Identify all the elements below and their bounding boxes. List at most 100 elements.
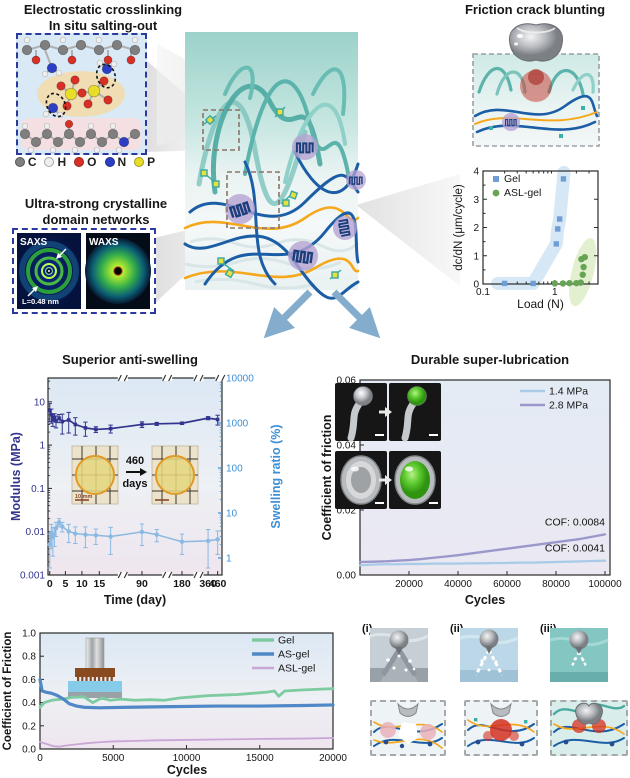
svg-text:COF: 0.0041: COF: 0.0041	[545, 543, 605, 555]
svg-text:Gel: Gel	[504, 173, 520, 185]
network-zoom-gel	[370, 700, 446, 756]
svg-text:days: days	[122, 478, 147, 490]
ball-stick-molecule-illustration	[19, 36, 142, 154]
svg-text:3: 3	[473, 195, 479, 206]
svg-text:Modulus (MPa): Modulus (MPa)	[9, 432, 23, 521]
title-line-1: Ultra-strong crystalline	[24, 196, 168, 211]
svg-text:0.8: 0.8	[22, 652, 36, 663]
indenter-icon	[575, 702, 603, 725]
svg-text:15000: 15000	[246, 753, 274, 764]
atom-label: H	[57, 155, 67, 169]
indenter-ball-icon	[479, 629, 499, 649]
friction-cycles-chart: 0.0 0.2 0.4 0.6 0.8 1.0 0 5000 10000 15000 20000 Ge…	[2, 629, 347, 778]
svg-text:360: 360	[199, 578, 217, 590]
svg-text:Load (N): Load (N)	[517, 297, 564, 311]
crack-stress-zone	[520, 70, 552, 102]
svg-text:90: 90	[136, 578, 148, 590]
title-line-2: domain networks	[42, 211, 150, 227]
svg-text:1: 1	[39, 441, 45, 452]
wear-debris	[573, 657, 585, 662]
svg-text:Cycles: Cycles	[465, 593, 505, 607]
svg-text:460: 460	[209, 578, 227, 590]
teal-brush-chains	[196, 65, 352, 206]
carbon-atom-icon	[14, 157, 25, 167]
title-line-1: Durable super-lubrication	[410, 352, 570, 367]
svg-text:Time (day): Time (day)	[104, 593, 166, 607]
waxs-pattern: WAXS	[85, 233, 151, 309]
svg-text:0.06: 0.06	[337, 376, 357, 387]
indentation-image-as-gel	[459, 628, 519, 682]
svg-text:0.2: 0.2	[22, 721, 36, 732]
svg-text:1.0: 1.0	[22, 629, 36, 640]
svg-text:0.6: 0.6	[22, 675, 36, 686]
title-line-1: Superior anti-swelling	[62, 352, 198, 367]
svg-text:460: 460	[126, 455, 144, 467]
svg-text:ASL-gel: ASL-gel	[504, 187, 541, 199]
svg-text:1: 1	[226, 554, 232, 565]
panel-title-electrostatic: Electrostatic crosslinking In situ salti…	[8, 2, 198, 33]
waxs-label: WAXS	[89, 237, 119, 248]
network-zoom-illustration	[552, 702, 626, 747]
panel-title-crystalline: Ultra-strong crystalline domain networks	[0, 196, 192, 227]
salt-crosslinkers	[200, 106, 342, 280]
svg-text:0.0: 0.0	[22, 745, 36, 756]
molecular-model-box	[16, 33, 147, 155]
indenter-ball-icon	[569, 630, 589, 650]
svg-text:0: 0	[47, 578, 53, 590]
svg-text:5000: 5000	[102, 753, 125, 764]
oxygen-atom-icon	[74, 157, 85, 167]
ring-arrows-icon	[27, 248, 67, 297]
svg-text:80000: 80000	[542, 579, 570, 590]
svg-text:0.01: 0.01	[26, 527, 46, 538]
indenter-icon	[509, 23, 563, 62]
legend-item-O: O	[74, 155, 97, 169]
svg-text:Gel: Gel	[278, 635, 294, 647]
svg-text:0.1: 0.1	[31, 484, 45, 495]
arrow-down-left-icon	[263, 289, 313, 339]
saxs-annotation: L=0.48 nm	[22, 297, 59, 306]
svg-text:AS-gel: AS-gel	[278, 649, 310, 661]
wear-debris	[386, 654, 416, 672]
svg-text:60000: 60000	[493, 579, 521, 590]
svg-text:10: 10	[76, 578, 88, 590]
svg-text:0: 0	[473, 280, 479, 291]
atom-label: C	[27, 155, 37, 169]
svg-text:4: 4	[473, 167, 479, 178]
svg-text:180: 180	[173, 578, 191, 590]
svg-text:5: 5	[62, 578, 68, 590]
title-line-1: Electrostatic crosslinking	[23, 2, 183, 17]
svg-text:COF: 0.0084: COF: 0.0084	[545, 516, 605, 528]
svg-text:2: 2	[473, 223, 479, 234]
crack-growth-chart: 0 1 2 3 4 0.1 1 Gel ASL-gel Load (N) dc/dN (μm/cyc…	[453, 165, 599, 311]
svg-text:40000: 40000	[444, 579, 472, 590]
svg-text:2.8 MPa: 2.8 MPa	[549, 400, 588, 412]
hydrogel-network-illustration	[183, 32, 366, 300]
indentation-image-gel	[369, 628, 429, 682]
atom-color-legend: C H O N P	[10, 155, 160, 169]
wear-mechanism-panels: (i) (ii) (iii)	[362, 620, 630, 776]
network-zoom-asl-gel	[550, 700, 628, 756]
legend-item-N: N	[104, 155, 126, 169]
scattering-box: SAXS L=0.48 nm WAXS	[12, 228, 156, 314]
svg-text:dc/dN (μm/cycle): dc/dN (μm/cycle)	[453, 184, 465, 271]
panel-title-friction-blunting: Friction crack blunting	[440, 2, 630, 18]
svg-text:20000: 20000	[319, 753, 347, 764]
svg-text:0: 0	[37, 753, 43, 764]
zoom-region-domain	[226, 171, 280, 229]
svg-text:10000: 10000	[226, 374, 254, 385]
zoom-region-crosslink	[202, 109, 240, 151]
network-chains	[473, 94, 599, 134]
panel-title-anti-swelling: Superior anti-swelling	[30, 352, 230, 368]
svg-text:0.02: 0.02	[337, 506, 357, 517]
legend-item-P: P	[134, 155, 155, 169]
svg-text:15: 15	[93, 578, 105, 590]
svg-text:0.4: 0.4	[22, 698, 36, 709]
orange-chains	[183, 206, 360, 280]
svg-text:0.001: 0.001	[20, 571, 45, 582]
title-line-2: In situ salting-out	[48, 17, 158, 33]
crack-core	[528, 69, 544, 85]
flow-arrows	[263, 289, 381, 339]
svg-text:0.00: 0.00	[337, 571, 357, 582]
